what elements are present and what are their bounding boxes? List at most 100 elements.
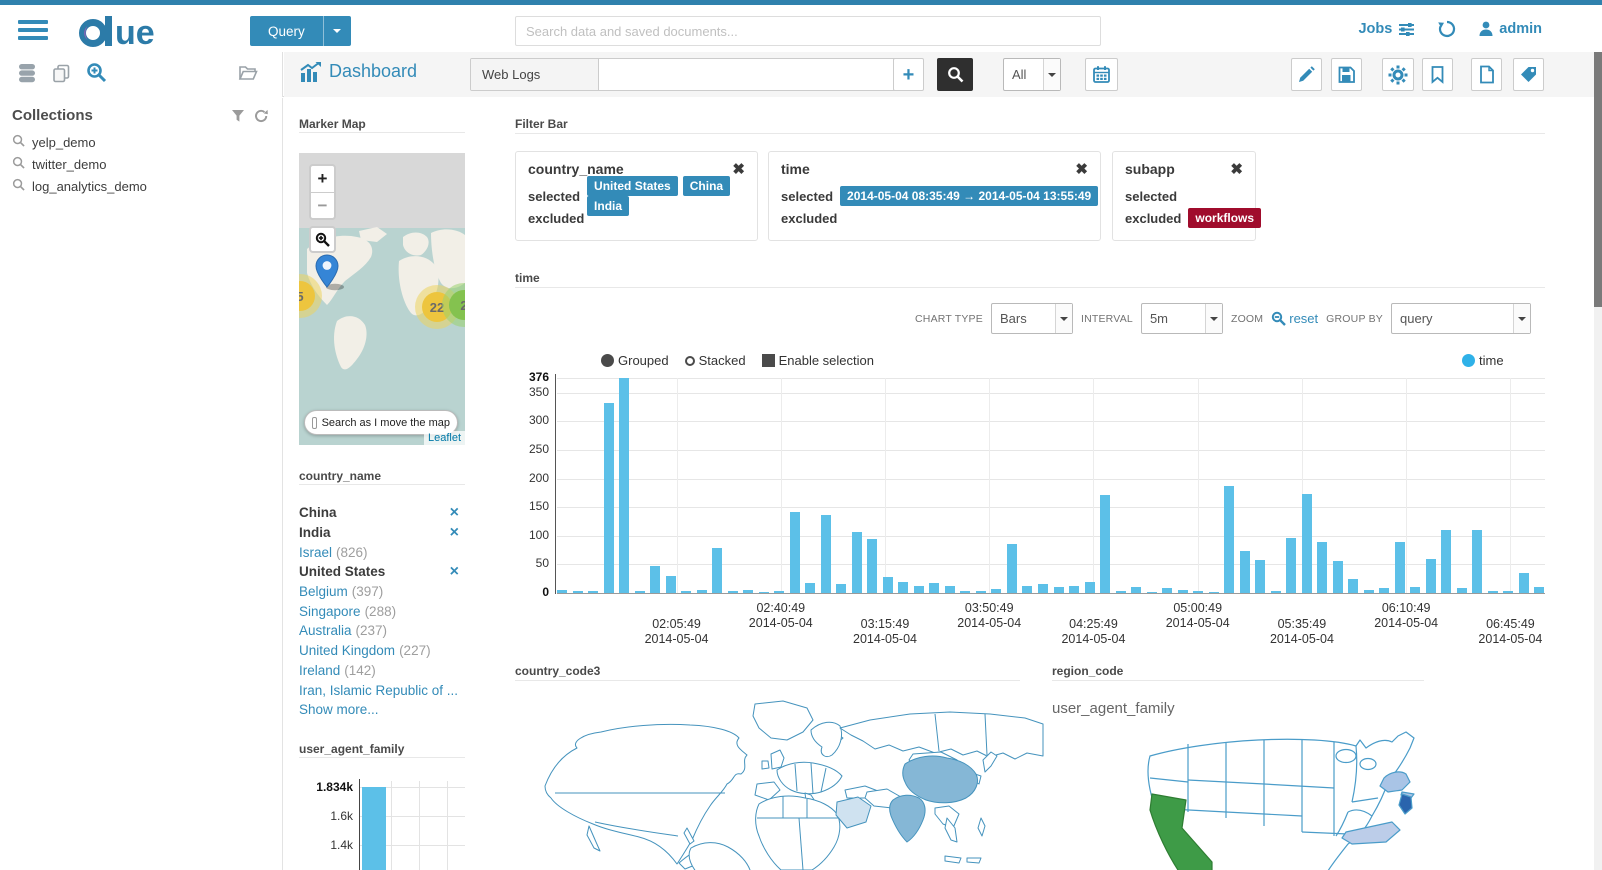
world-choropleth-map[interactable] [515, 698, 1045, 870]
time-chart-bar[interactable] [1239, 551, 1250, 593]
time-chart-bar[interactable] [1162, 588, 1173, 593]
zoom-reset-link[interactable]: reset [1271, 311, 1318, 326]
time-chart-bar[interactable] [1146, 591, 1157, 593]
refresh-icon[interactable] [253, 109, 268, 129]
edit-dashboard-button[interactable] [1291, 58, 1322, 91]
leaflet-attribution-link[interactable]: Leaflet [423, 431, 465, 445]
map-marker-pin[interactable] [313, 253, 353, 293]
facet-link[interactable]: Show more... [299, 702, 379, 718]
time-chart-bar[interactable] [1006, 544, 1017, 593]
excluded-filter-chip[interactable]: workflows [1188, 208, 1262, 228]
jobs-link[interactable]: Jobs [1358, 21, 1415, 37]
map-region-north-carolina[interactable] [1341, 821, 1401, 845]
time-chart-bar[interactable] [1379, 588, 1390, 593]
marker-cluster[interactable]: 2 [442, 283, 465, 327]
time-chart-bar[interactable] [882, 577, 893, 593]
time-chart-bar[interactable] [1069, 586, 1080, 593]
time-chart-bar[interactable] [681, 591, 692, 593]
selected-filter-chip[interactable]: 2014-05-04 08:35:49 → 2014-05-04 13:55:4… [840, 186, 1099, 206]
user-menu[interactable]: admin [1479, 21, 1542, 37]
new-document-button[interactable] [1471, 58, 1502, 91]
facet-link[interactable]: United Kingdom [299, 643, 396, 659]
time-chart-bar[interactable] [789, 511, 800, 593]
time-chart-bar[interactable] [650, 565, 661, 593]
time-chart-bar[interactable] [820, 514, 831, 593]
time-chart-bar[interactable] [634, 591, 645, 593]
facet-link[interactable]: Iran, Islamic Republic of ... [299, 682, 459, 698]
interval-select[interactable]: 5m [1140, 303, 1223, 334]
time-chart-bar[interactable] [805, 582, 816, 593]
add-widget-button[interactable]: + [893, 58, 924, 91]
group-by-select[interactable]: query [1391, 303, 1531, 334]
map-region-saudi-arabia[interactable] [835, 796, 872, 829]
collection-item[interactable]: twitter_demo [12, 153, 272, 175]
time-chart-bar[interactable] [1208, 591, 1219, 593]
zoom-out-button[interactable]: − [311, 192, 334, 218]
time-chart-bar[interactable] [1177, 589, 1188, 593]
page-scrollbar[interactable] [1594, 52, 1602, 870]
time-chart-bar[interactable] [851, 531, 862, 593]
remove-facet-icon[interactable]: × [449, 562, 459, 580]
time-chart-bar[interactable] [1193, 591, 1204, 593]
search-button[interactable] [937, 58, 973, 91]
time-chart-bar[interactable] [960, 591, 971, 593]
global-search-input[interactable] [515, 16, 1101, 46]
time-chart-bar[interactable] [1487, 591, 1498, 593]
time-chart-bar[interactable] [991, 589, 1002, 593]
time-chart-bar[interactable] [774, 591, 785, 593]
hue-logo[interactable]: ue [78, 14, 178, 53]
time-chart-bar[interactable] [1270, 591, 1281, 593]
time-chart-bar[interactable] [1410, 586, 1421, 593]
time-chart-bar[interactable] [727, 591, 738, 593]
time-chart-bar[interactable] [1053, 587, 1064, 593]
tags-button[interactable] [1513, 58, 1544, 91]
legend-grouped-radio[interactable]: Grouped [601, 353, 669, 368]
facet-link[interactable]: Ireland [299, 662, 341, 678]
scrollbar-thumb[interactable] [1594, 52, 1602, 307]
time-chart-bar[interactable] [1518, 573, 1529, 593]
time-chart-bar[interactable] [696, 589, 707, 593]
folder-icon[interactable] [238, 63, 258, 86]
time-chart-bar[interactable] [1394, 542, 1405, 593]
time-chart-bar[interactable] [898, 581, 909, 593]
map-region-new-york[interactable] [1379, 771, 1411, 793]
time-chart-bar[interactable] [557, 589, 567, 593]
legend-enable-selection[interactable]: Enable selection [761, 353, 874, 368]
time-chart-bar[interactable] [1037, 583, 1048, 593]
hamburger-menu-icon[interactable] [18, 20, 48, 42]
map-region-india[interactable] [889, 794, 926, 843]
time-chart-bar[interactable] [1472, 530, 1483, 593]
time-chart-bar[interactable] [1363, 590, 1374, 593]
legend-stacked-radio[interactable]: Stacked [684, 353, 746, 368]
history-button[interactable] [1437, 19, 1457, 39]
query-dropdown-caret[interactable] [322, 16, 351, 46]
time-chart-bar[interactable] [1301, 494, 1312, 593]
time-chart-bar[interactable] [1425, 558, 1436, 593]
map-region-new-jersey[interactable] [1398, 793, 1413, 815]
documents-icon[interactable] [52, 64, 71, 88]
time-chart-bar[interactable] [665, 576, 676, 593]
close-icon[interactable]: ✖ [1230, 160, 1243, 178]
time-chart-bar[interactable] [1224, 486, 1235, 593]
time-chart-bar[interactable] [913, 585, 924, 593]
time-chart-bar[interactable] [1100, 494, 1111, 593]
time-chart-bar[interactable] [929, 583, 940, 593]
time-chart-bar[interactable] [1456, 588, 1467, 593]
time-chart-bar[interactable] [1115, 590, 1126, 593]
time-chart-bar[interactable] [1441, 529, 1452, 593]
chart-type-select[interactable]: Bars [990, 303, 1073, 334]
time-chart-bar[interactable] [1534, 587, 1545, 593]
time-chart-bar[interactable] [867, 539, 878, 593]
settings-button[interactable] [1382, 58, 1414, 91]
user-agent-chart[interactable]: 1.834k 1.6k 1.4k [299, 775, 465, 870]
remove-facet-icon[interactable]: × [449, 503, 459, 521]
close-icon[interactable]: ✖ [732, 160, 745, 178]
query-button-label[interactable]: Query [268, 23, 305, 39]
selected-filter-chip[interactable]: China [682, 176, 731, 196]
facet-link[interactable]: Australia [299, 623, 352, 639]
collection-item[interactable]: log_analytics_demo [12, 175, 272, 197]
dashboard-query-input[interactable] [599, 59, 902, 90]
time-chart-bar[interactable] [743, 589, 754, 593]
search-app-icon[interactable] [86, 62, 107, 88]
close-icon[interactable]: ✖ [1075, 160, 1088, 178]
